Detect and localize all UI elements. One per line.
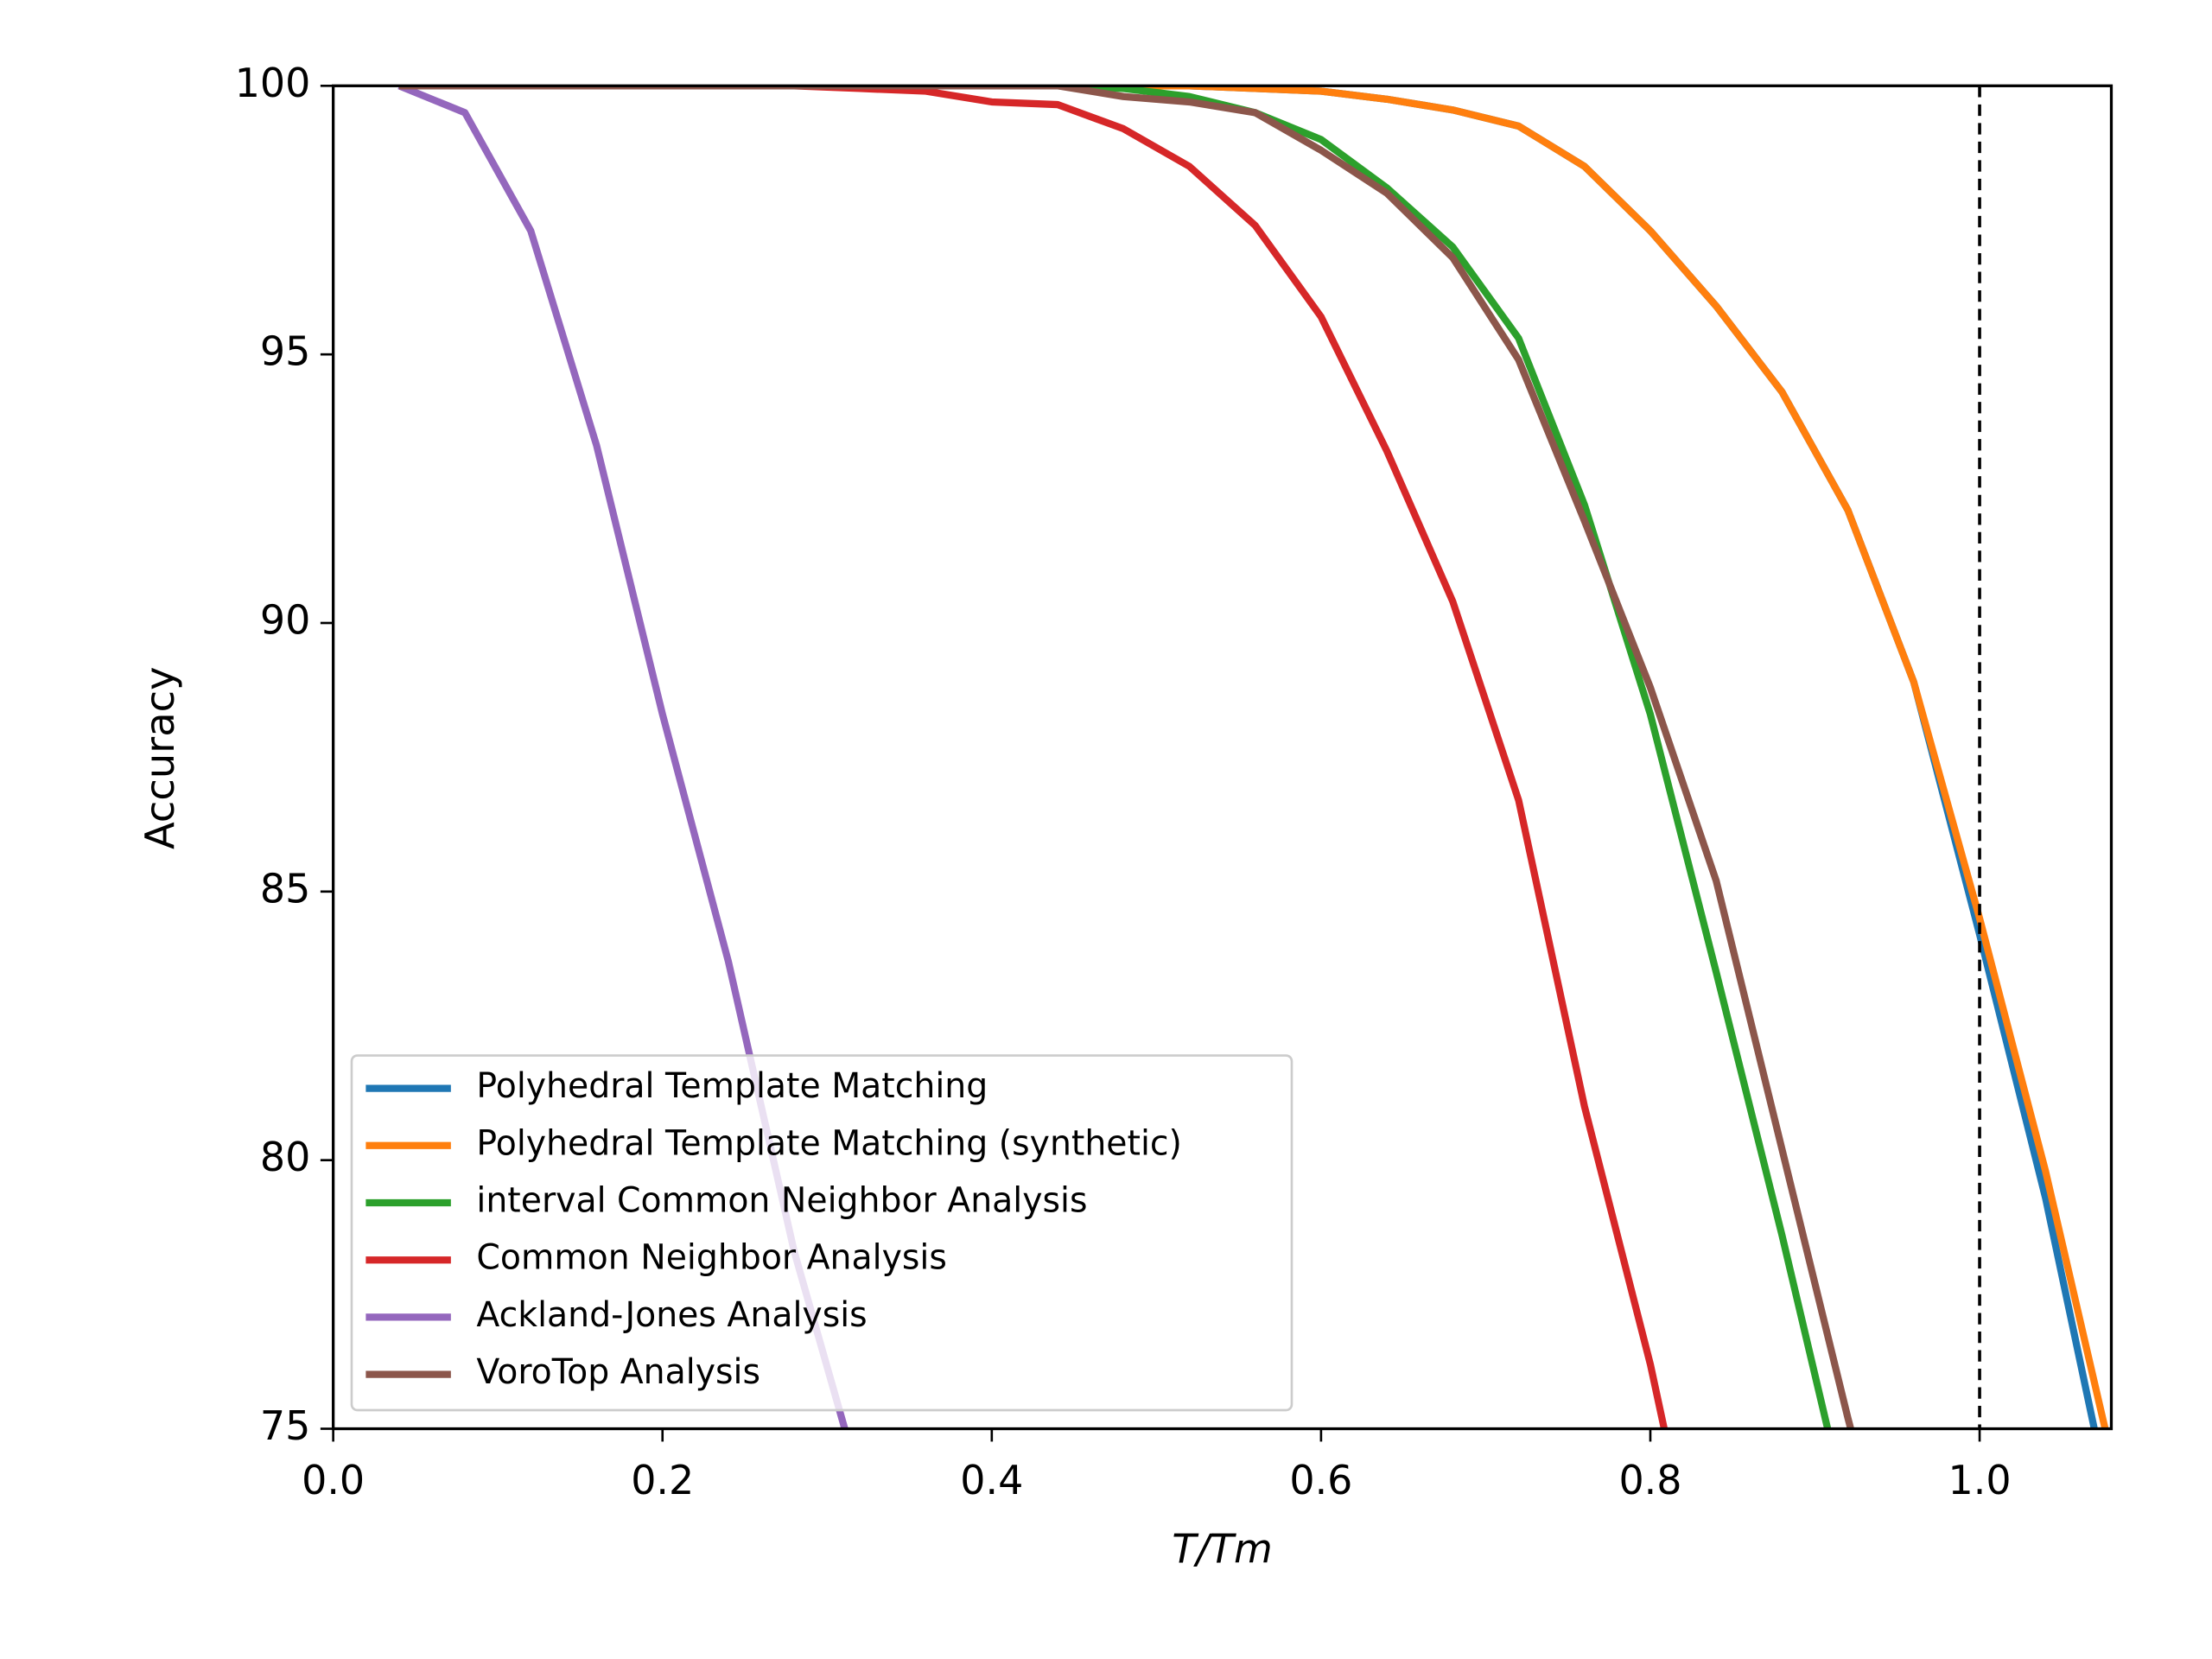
y-tick-label: 100 bbox=[235, 60, 311, 106]
x-tick-label: 0.6 bbox=[1289, 1457, 1352, 1503]
legend-label: Ackland-Jones Analysis bbox=[476, 1295, 867, 1335]
series-line bbox=[398, 86, 1669, 1429]
legend-label: VoroTop Analysis bbox=[476, 1352, 760, 1392]
series-line bbox=[398, 86, 1855, 1429]
legend-label: interval Common Neighbor Analysis bbox=[476, 1180, 1087, 1220]
y-tick-label: 85 bbox=[260, 865, 310, 912]
x-tick-label: 0.0 bbox=[302, 1457, 365, 1503]
axes-frame bbox=[332, 84, 2113, 1431]
legend-label: Polyhedral Template Matching bbox=[476, 1066, 988, 1106]
y-tick-label: 75 bbox=[260, 1402, 310, 1449]
legend-label: Common Neighbor Analysis bbox=[476, 1238, 946, 1278]
x-tick-label: 0.4 bbox=[960, 1457, 1023, 1503]
x-tick-label: 0.2 bbox=[631, 1457, 694, 1503]
legend: Polyhedral Template Matching Polyhedral T… bbox=[350, 1054, 1294, 1412]
legend-box bbox=[350, 1054, 1294, 1412]
plot-area bbox=[397, 86, 2109, 1429]
y-axis-label: Accuracy bbox=[137, 666, 183, 849]
legend-label: Polyhedral Template Matching (synthetic) bbox=[476, 1123, 1182, 1163]
y-tick-label: 95 bbox=[260, 328, 310, 375]
x-tick-label: 1.0 bbox=[1948, 1457, 2012, 1503]
y-tick-label: 90 bbox=[260, 596, 310, 643]
series-line bbox=[398, 86, 2109, 1429]
y-tick-label: 80 bbox=[260, 1134, 310, 1180]
x-axis-label: T/Tm bbox=[1172, 1525, 1272, 1572]
x-tick-label: 0.8 bbox=[1618, 1457, 1681, 1503]
